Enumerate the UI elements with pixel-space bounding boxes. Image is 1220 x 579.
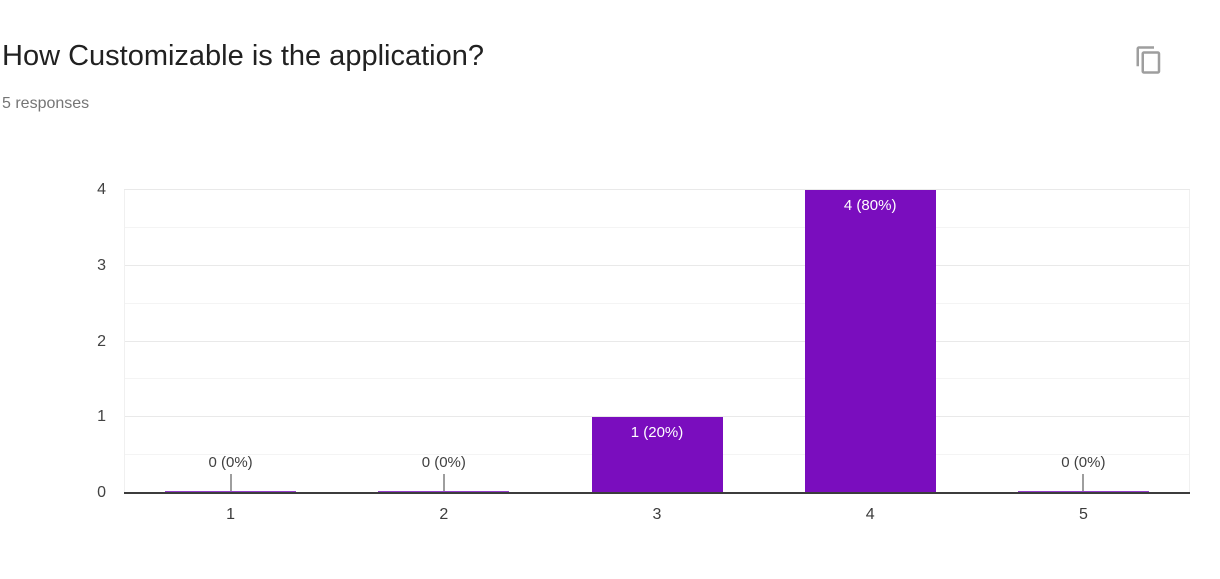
x-tick-label: 3 bbox=[652, 506, 662, 523]
y-tick-label: 2 bbox=[97, 332, 106, 350]
x-tick-label: 1 bbox=[226, 506, 236, 523]
x-tick-label: 5 bbox=[1078, 506, 1088, 523]
gridline bbox=[124, 378, 1190, 380]
y-tick-label: 0 bbox=[97, 484, 106, 501]
bar-value-label: 1 (20%) bbox=[630, 424, 684, 442]
plot-area: 0 1 2 3 4 1 0 (0%) 2 0 (0%) 3 1 (20%) 4 4 (80%) 5 0 (0… bbox=[97, 182, 1190, 523]
gridline bbox=[124, 189, 1190, 190]
gridline bbox=[124, 302, 1190, 304]
responses-count: 5 responses bbox=[2, 95, 90, 112]
bar: 1 (20%) bbox=[591, 417, 723, 493]
zero-label-stem bbox=[229, 474, 232, 491]
gridline bbox=[124, 264, 1190, 266]
bar: 4 (80%) bbox=[804, 190, 936, 493]
x-tick-label: 2 bbox=[439, 506, 449, 523]
x-axis-baseline bbox=[124, 492, 1190, 494]
y-tick-label: 3 bbox=[97, 256, 106, 274]
zero-label-stem bbox=[1082, 474, 1085, 491]
zero-label-stem bbox=[442, 474, 445, 491]
y-tick-label: 1 bbox=[97, 408, 106, 426]
gridline bbox=[124, 416, 1190, 418]
question-title: How Customizable is the application? bbox=[2, 40, 484, 72]
bar-value-label: 4 (80%) bbox=[843, 197, 897, 214]
plot-right-edge bbox=[1189, 190, 1190, 493]
zero-value-label: 0 (0%) bbox=[1061, 454, 1106, 471]
copy-icon bbox=[1136, 46, 1161, 74]
y-tick-label: 4 bbox=[97, 181, 106, 198]
copy-button[interactable] bbox=[1128, 38, 1172, 82]
zero-value-label: 0 (0%) bbox=[421, 454, 466, 471]
gridline bbox=[124, 226, 1190, 228]
plot-left-edge bbox=[124, 190, 125, 493]
gridline bbox=[124, 340, 1190, 342]
zero-value-label: 0 (0%) bbox=[208, 454, 253, 471]
x-tick-label: 4 bbox=[865, 506, 875, 523]
